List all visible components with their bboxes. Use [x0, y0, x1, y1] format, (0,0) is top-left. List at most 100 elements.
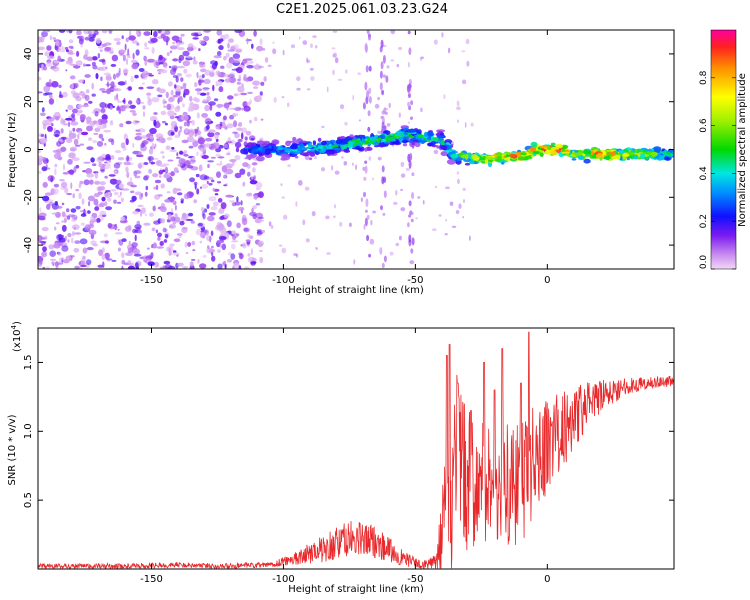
noise-speckle [169, 243, 175, 247]
noise-speckle [96, 156, 104, 163]
colorbar-tick-label: 0.6 [699, 118, 709, 133]
noise-speckle [61, 224, 67, 232]
noise-speckle [234, 141, 242, 148]
x-tick-label: -100 [272, 275, 295, 286]
noise-speckle [63, 218, 67, 223]
signal-speckle [413, 140, 419, 143]
noise-speckle [363, 191, 366, 198]
noise-speckle [235, 49, 243, 53]
signal-speckle [520, 152, 527, 156]
noise-speckle [287, 164, 291, 168]
noise-speckle [464, 122, 467, 128]
noise-speckle [215, 111, 222, 117]
noise-speckle [125, 58, 129, 65]
noise-speckle [44, 51, 50, 57]
noise-speckle [264, 57, 269, 63]
noise-speckle [147, 95, 151, 101]
noise-speckle [176, 192, 183, 196]
noise-speckle [417, 196, 421, 199]
noise-speckle [182, 50, 190, 57]
noise-speckle [272, 41, 275, 44]
noise-speckle [212, 187, 215, 192]
x-tick-label: 0 [544, 275, 550, 286]
noise-speckle [207, 163, 210, 169]
noise-speckle [152, 205, 156, 212]
noise-speckle [78, 183, 82, 188]
noise-speckle [260, 229, 266, 234]
noise-speckle [196, 188, 200, 195]
noise-speckle [206, 124, 210, 130]
noise-speckle [57, 234, 64, 238]
noise-speckle [204, 137, 213, 142]
noise-speckle [38, 260, 43, 265]
noise-speckle [73, 166, 77, 173]
noise-speckle [65, 49, 69, 53]
signal-speckle [264, 149, 271, 156]
noise-speckle [124, 225, 132, 232]
noise-speckle [142, 111, 146, 117]
noise-speckle [86, 56, 94, 62]
noise-speckle [197, 137, 206, 145]
noise-speckle [128, 100, 133, 105]
noise-speckle [172, 58, 179, 62]
noise-speckle [339, 221, 343, 227]
noise-speckle [368, 96, 372, 104]
noise-speckle [52, 37, 57, 40]
colorbar-tick-label: 0.8 [699, 70, 709, 85]
signal-speckle [308, 157, 313, 161]
signal-speckle [452, 158, 456, 161]
noise-speckle [166, 36, 169, 43]
noise-speckle [158, 88, 166, 94]
noise-speckle [245, 130, 252, 136]
noise-speckle [179, 126, 182, 133]
noise-speckle [67, 232, 72, 238]
noise-speckle [236, 67, 243, 74]
noise-speckle [77, 133, 80, 140]
noise-speckle [80, 265, 87, 267]
noise-speckle [368, 34, 371, 41]
noise-speckle [229, 200, 235, 203]
noise-speckle [183, 193, 190, 200]
signal-speckle [539, 151, 544, 157]
noise-speckle [155, 229, 159, 234]
snr-xlabel: Height of straight line (km) [288, 584, 424, 595]
noise-speckle [226, 123, 234, 129]
noise-speckle [240, 127, 248, 133]
noise-speckle [61, 220, 64, 223]
noise-speckle [216, 30, 223, 36]
noise-speckle [114, 232, 123, 235]
noise-speckle [49, 250, 56, 257]
noise-speckle [222, 175, 226, 178]
noise-speckle [70, 182, 73, 190]
noise-speckle [179, 220, 185, 226]
noise-speckle [137, 230, 143, 234]
noise-speckle [310, 76, 315, 81]
signal-speckle [264, 154, 269, 157]
signal-speckle [256, 140, 263, 145]
noise-speckle [185, 218, 194, 221]
noise-speckle [109, 120, 114, 126]
noise-speckle [181, 227, 188, 234]
noise-speckle [254, 218, 262, 224]
spectrogram-signal [240, 125, 674, 168]
noise-speckle [227, 42, 230, 49]
noise-speckle [192, 140, 199, 148]
noise-speckle [344, 121, 348, 126]
spectrogram-ylabel: Frequency (Hz) [7, 112, 18, 188]
noise-speckle [157, 72, 162, 75]
signal-speckle [401, 139, 408, 144]
noise-speckle [168, 81, 173, 87]
noise-speckle [281, 247, 287, 254]
noise-speckle [151, 97, 160, 103]
noise-speckle [104, 252, 110, 259]
signal-speckle [667, 151, 671, 157]
noise-speckle [252, 205, 257, 210]
noise-speckle [107, 197, 112, 202]
noise-speckle [230, 253, 236, 260]
signal-speckle [436, 145, 441, 149]
signal-speckle [668, 149, 674, 153]
noise-speckle [159, 164, 167, 168]
noise-speckle [117, 81, 126, 86]
noise-speckle [252, 167, 256, 173]
noise-speckle [238, 74, 242, 82]
